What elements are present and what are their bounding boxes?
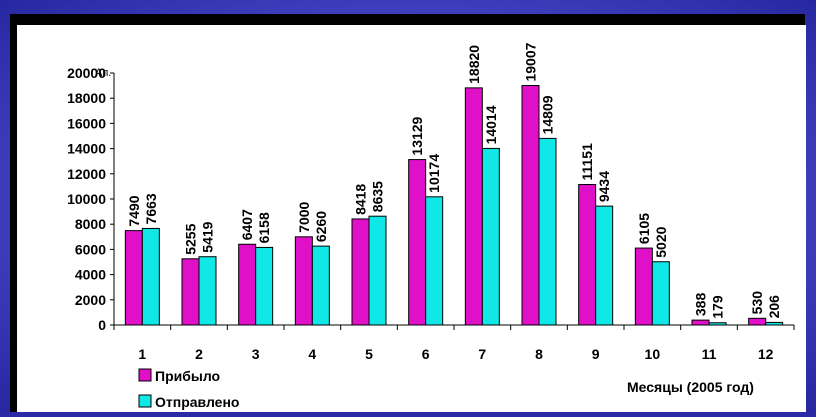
legend: Прибыло Отправлено	[138, 368, 239, 410]
y-tick-label: 8000	[75, 216, 106, 232]
bar-sent	[311, 245, 330, 326]
y-tick-label: 12000	[67, 166, 106, 182]
bar-arrived	[748, 317, 767, 326]
bar-sent	[538, 137, 557, 326]
y-tick-label: 16000	[67, 115, 106, 131]
bar-arrived	[408, 159, 427, 326]
data-label: 7663	[143, 193, 159, 224]
bar-arrived	[634, 247, 653, 326]
data-labels: 7490 5255 6407 7000 8418 13129 18820 19007 11151…	[126, 42, 782, 318]
data-label: 6158	[256, 212, 272, 243]
x-tick-label: 4	[308, 346, 316, 362]
bar-sent	[198, 256, 217, 326]
data-label: 9434	[596, 171, 612, 202]
bar-arrived	[124, 230, 143, 326]
x-tick-label: 3	[252, 346, 260, 362]
bar-arrived	[181, 258, 200, 326]
bar-sent	[481, 147, 500, 326]
legend-label-sent: Отправлено	[155, 394, 239, 410]
legend-label-arrived: Прибыло	[155, 368, 220, 384]
data-label: 7490	[126, 195, 142, 226]
y-tick-label: 4000	[75, 267, 106, 283]
y-tick-label: 6000	[75, 241, 106, 257]
y-tick-label: 14000	[67, 141, 106, 157]
legend-swatch-arrived	[138, 368, 152, 382]
data-label: 6407	[239, 209, 255, 240]
x-axis: 1 2 3 4 5 6 7 8 9 10 11 12	[113, 324, 795, 362]
data-label: 6105	[636, 213, 652, 244]
bar-arrived	[464, 87, 483, 326]
data-label: 5255	[183, 223, 199, 254]
data-label: 5020	[653, 226, 669, 257]
x-tick-label: 6	[422, 346, 430, 362]
data-label: 10174	[426, 154, 442, 193]
data-label: 530	[749, 291, 765, 315]
bar-arrived	[238, 243, 257, 326]
bar-arrived	[351, 218, 370, 326]
y-tick-label: 2000	[75, 292, 106, 308]
x-tick-label: 10	[645, 346, 661, 362]
data-label: 6260	[313, 211, 329, 242]
chart-area: 0 2000 4000 6000 8000 10000 12000 14000 16000 180…	[17, 25, 806, 412]
bar-arrived	[521, 85, 540, 326]
y-tick-label: 10000	[67, 191, 106, 207]
data-label: 14809	[540, 95, 556, 134]
data-label: 13129	[409, 116, 425, 155]
data-label: 18820	[466, 45, 482, 84]
y-tick-label: 20000	[67, 65, 106, 81]
y-unit-label: Ап.	[95, 67, 111, 79]
x-tick-label: 5	[365, 346, 373, 362]
x-tick-label: 2	[195, 346, 203, 362]
data-label: 19007	[523, 42, 539, 81]
bar-arrived	[294, 236, 313, 326]
x-tick-label: 11	[702, 346, 717, 362]
data-label: 8635	[370, 181, 386, 212]
data-label: 7000	[296, 201, 312, 232]
bar-sent	[595, 205, 614, 326]
bar-sent	[368, 215, 387, 326]
data-label: 388	[693, 293, 709, 317]
bar-sent	[255, 246, 274, 326]
x-tick-label: 1	[138, 346, 146, 362]
y-tick-label: 18000	[67, 90, 106, 106]
x-axis-title: Месяцы (2005 год)	[627, 379, 754, 395]
bar-arrived	[691, 319, 710, 326]
y-axis: 0 2000 4000 6000 8000 10000 12000 14000 16000 180…	[67, 65, 115, 333]
x-tick-label: 12	[758, 346, 774, 362]
data-label: 8418	[353, 184, 369, 215]
data-label: 11151	[579, 143, 595, 181]
legend-swatch-sent	[138, 394, 152, 408]
bar-chart: 0 2000 4000 6000 8000 10000 12000 14000 16000 180…	[67, 42, 795, 410]
bar-sent	[141, 227, 160, 326]
data-label: 5419	[200, 221, 216, 252]
bar-arrived	[578, 183, 597, 326]
bar-sent	[651, 261, 670, 326]
x-tick-label: 8	[535, 346, 543, 362]
x-tick-label: 9	[592, 346, 600, 362]
data-label: 14014	[483, 105, 499, 144]
data-label: 179	[710, 295, 726, 319]
x-tick-label: 7	[478, 346, 486, 362]
bars	[124, 85, 784, 326]
data-label: 206	[766, 295, 782, 319]
bar-sent	[425, 196, 444, 326]
y-tick-label: 0	[98, 317, 106, 333]
